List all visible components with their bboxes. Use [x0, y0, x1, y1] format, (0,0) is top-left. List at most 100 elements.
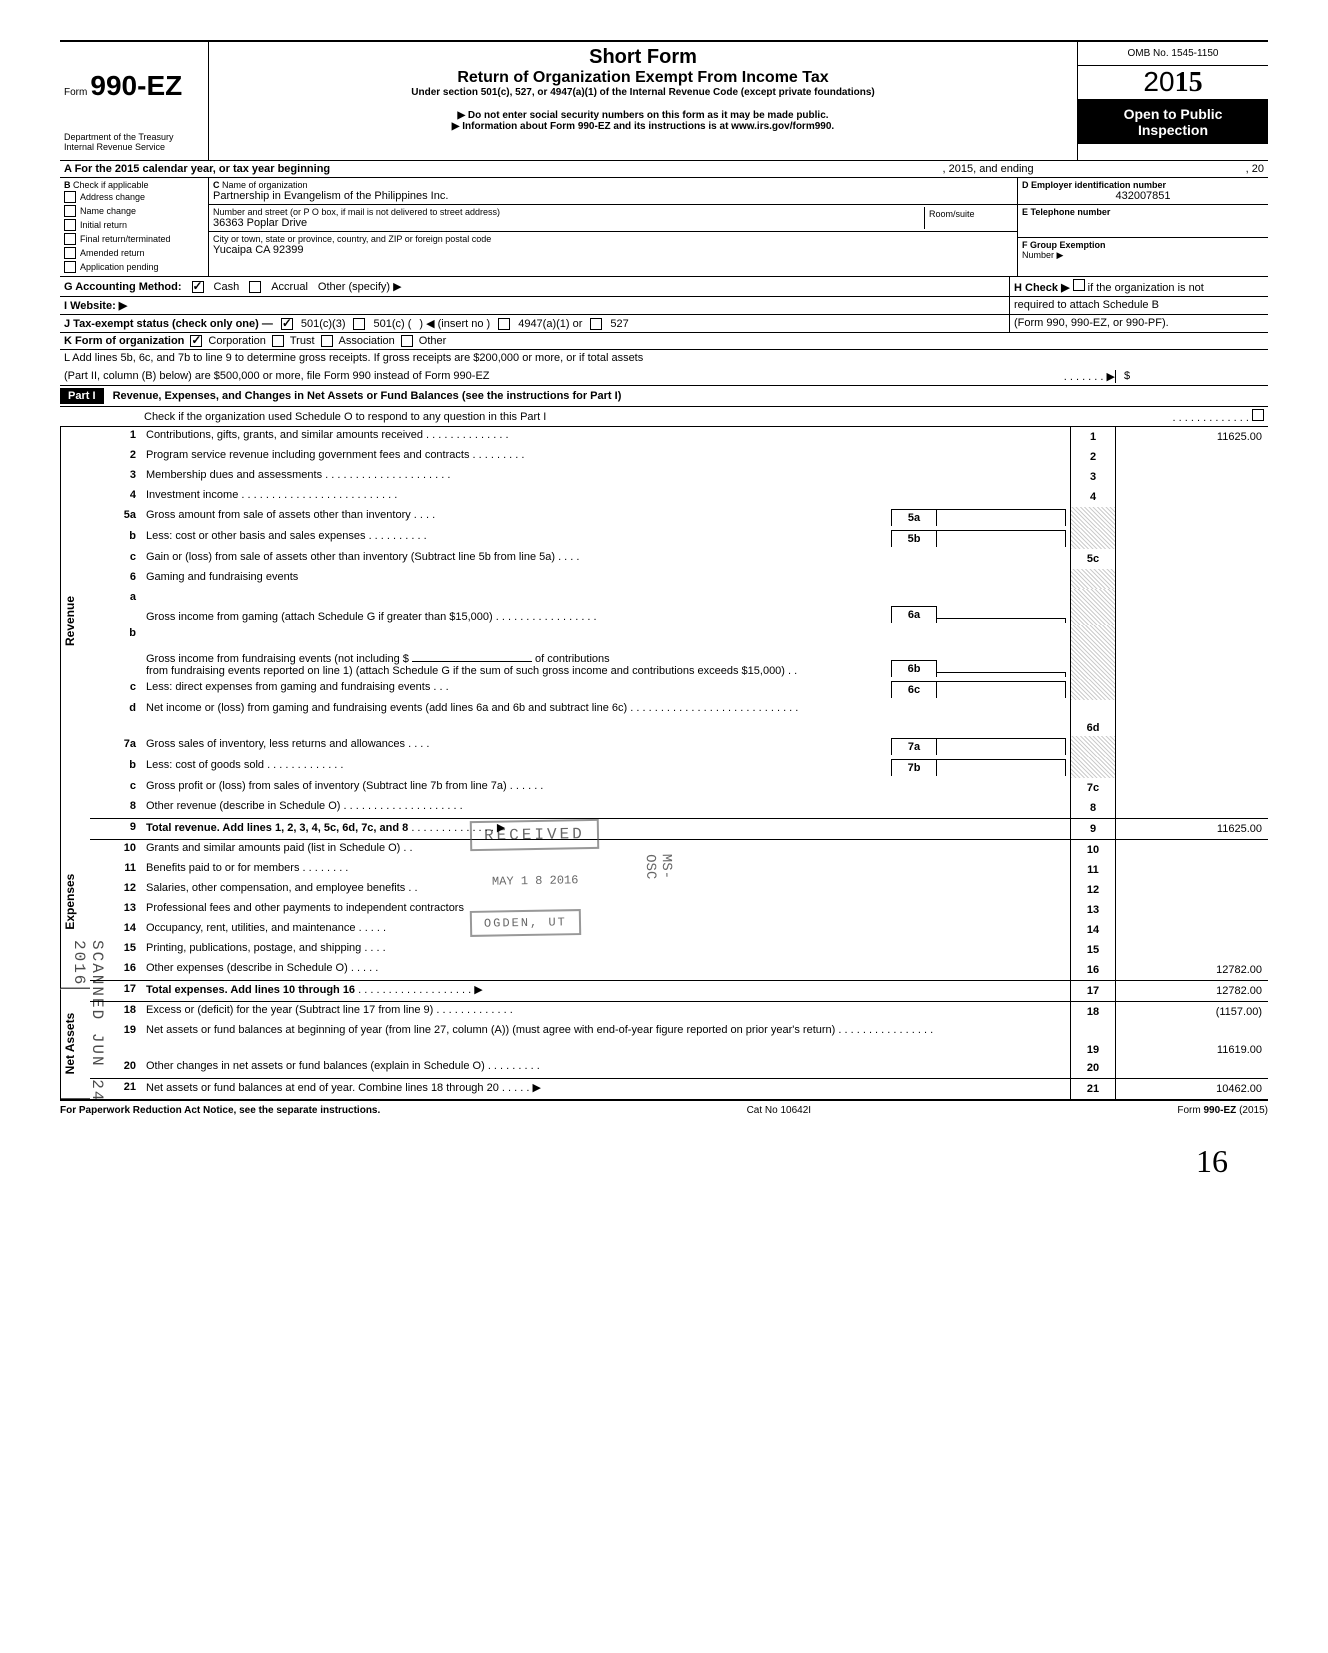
right-num-shaded [1070, 569, 1116, 589]
inline-val [937, 759, 1066, 776]
section-a-mid: , 2015, and ending [943, 163, 1034, 175]
line-desc-p3: from fundraising events reported on line… [146, 665, 785, 677]
line-desc: Gross amount from sale of assets other t… [146, 509, 411, 521]
section-b-letter: B [64, 180, 71, 190]
received-stamp: RECEIVED [470, 819, 599, 851]
line-1: 1 Contributions, gifts, grants, and simi… [90, 427, 1268, 447]
opt-other: Other [419, 335, 447, 347]
line-num: 12 [90, 880, 142, 900]
right-val [1116, 569, 1268, 589]
line-desc: Less: cost of goods sold [146, 759, 264, 771]
cb-other-org[interactable] [401, 335, 413, 347]
line-num: b [90, 625, 142, 679]
right-val [1116, 625, 1268, 679]
cb-name-change[interactable]: Name change [64, 204, 204, 218]
lines-col: 1 Contributions, gifts, grants, and simi… [90, 427, 1268, 1099]
line-num: 1 [90, 427, 142, 447]
opt-corporation: Corporation [208, 335, 265, 347]
right-num: 15 [1070, 940, 1116, 960]
opt-association: Association [339, 335, 395, 347]
section-j-label: J Tax-exempt status (check only one) — [64, 318, 273, 330]
open-to-public: Open to Public Inspection [1078, 100, 1268, 144]
line-desc: Investment income [146, 489, 238, 501]
cb-501c3[interactable] [281, 318, 293, 330]
line-desc: Membership dues and assessments [146, 469, 322, 481]
right-num: 3 [1070, 467, 1116, 487]
cb-initial-return[interactable]: Initial return [64, 218, 204, 232]
line-5a: 5a Gross amount from sale of assets othe… [90, 507, 1268, 528]
line-desc: Net assets or fund balances at beginning… [146, 1024, 835, 1036]
line-desc: Gross sales of inventory, less returns a… [146, 738, 405, 750]
received-text: RECEIVED [484, 825, 585, 845]
cb-501c[interactable] [353, 318, 365, 330]
section-f-number: Number ▶ [1022, 250, 1264, 261]
title-short-form: Short Form [213, 46, 1073, 69]
right-val [1116, 1058, 1268, 1078]
section-l-line1: L Add lines 5b, 6c, and 7b to line 9 to … [64, 352, 643, 364]
inline-val [937, 509, 1066, 526]
line-desc: Printing, publications, postage, and shi… [146, 942, 361, 954]
right-val: 12782.00 [1116, 981, 1268, 1001]
line-14: 14 Occupancy, rent, utilities, and maint… [90, 920, 1268, 940]
cb-corporation[interactable] [190, 335, 202, 347]
right-val [1116, 778, 1268, 798]
section-c: C Name of organization Partnership in Ev… [209, 178, 1018, 276]
cb-527[interactable] [590, 318, 602, 330]
line-desc: Gross income from gaming (attach Schedul… [146, 611, 493, 623]
section-c-letter: C [213, 180, 220, 190]
right-val: (1157.00) [1116, 1002, 1268, 1022]
cb-schedule-b[interactable] [1073, 279, 1085, 291]
cb-final-return[interactable]: Final return/terminated [64, 232, 204, 246]
cb-cash[interactable] [192, 281, 204, 293]
inline-val [937, 618, 1066, 623]
footer-left: For Paperwork Reduction Act Notice, see … [60, 1105, 380, 1116]
line-7b: b Less: cost of goods sold . . . . . . .… [90, 757, 1268, 778]
line-num: 9 [90, 819, 142, 839]
open-public-2: Inspection [1082, 122, 1264, 138]
right-val: 11625.00 [1116, 427, 1268, 447]
line-num: c [90, 549, 142, 569]
line-num: a [90, 589, 142, 625]
line-num: 11 [90, 860, 142, 880]
cb-address-change[interactable]: Address change [64, 190, 204, 204]
cb-4947[interactable] [498, 318, 510, 330]
inline-val [937, 672, 1066, 677]
right-val [1116, 860, 1268, 880]
inline-box: 7a [891, 738, 937, 755]
section-a-end: , 20 [1246, 163, 1264, 175]
right-val [1116, 700, 1268, 736]
line-desc: Net income or (loss) from gaming and fun… [146, 702, 627, 714]
section-h-text1: if the organization is not [1088, 282, 1204, 294]
line-desc: Excess or (deficit) for the year (Subtra… [146, 1004, 433, 1016]
right-num: 14 [1070, 920, 1116, 940]
opt-501c: 501(c) ( [373, 318, 411, 330]
footer-right: Form 990-EZ (2015) [1177, 1105, 1268, 1116]
header-left: Form 990-EZ Department of the Treasury I… [60, 42, 209, 160]
section-b-check-if: Check if applicable [73, 180, 149, 190]
line-desc: Salaries, other compensation, and employ… [146, 882, 405, 894]
line-desc: Other changes in net assets or fund bala… [146, 1060, 485, 1072]
omb-number: OMB No. 1545-1150 [1078, 42, 1268, 66]
opt-527: 527 [610, 318, 628, 330]
cb-label: Amended return [80, 248, 145, 258]
right-num-shaded [1070, 589, 1116, 625]
right-num: 20 [1070, 1058, 1116, 1078]
cb-application-pending[interactable]: Application pending [64, 260, 204, 274]
inline-box: 5b [891, 530, 937, 547]
cb-accrual[interactable] [249, 281, 261, 293]
cb-schedule-o[interactable] [1252, 409, 1264, 421]
right-num-shaded [1070, 528, 1116, 549]
subtitle: Under section 501(c), 527, or 4947(a)(1)… [213, 87, 1073, 98]
cb-association[interactable] [321, 335, 333, 347]
cb-trust[interactable] [272, 335, 284, 347]
line-17: 17 Total expenses. Add lines 10 through … [90, 980, 1268, 1002]
right-val [1116, 589, 1268, 625]
form-number: 990-EZ [90, 70, 182, 101]
line-18: 18 Excess or (deficit) for the year (Sub… [90, 1002, 1268, 1022]
dept-treasury: Department of the Treasury [64, 132, 204, 142]
cb-amended-return[interactable]: Amended return [64, 246, 204, 260]
section-labels-col: Revenue Expenses Net Assets [60, 427, 90, 1099]
right-num: 6d [1070, 700, 1116, 736]
right-num: 2 [1070, 447, 1116, 467]
inline-box: 6b [891, 660, 937, 677]
